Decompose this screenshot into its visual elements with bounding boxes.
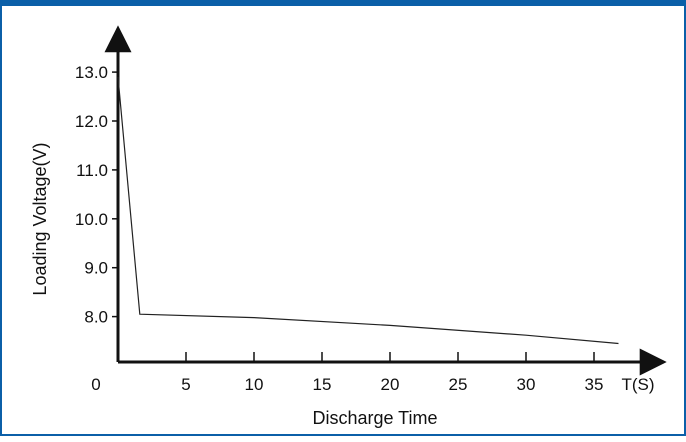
y-tick-label: 11.0 [76,161,108,180]
y-tick-label: 9.0 [84,259,108,278]
y-axis-title: Loading Voltage(V) [30,142,50,295]
x-tick-label: 10 [245,375,264,394]
x-axis-title: Discharge Time [312,408,437,428]
y-tick-label: 10.0 [75,210,108,229]
x-tick-label: 30 [517,375,536,394]
y-tick-label: 12.0 [75,112,108,131]
voltage-discharge-chart: 5 10 15 20 25 30 35 8.0 9.0 10.0 11.0 12.0 13.0 0 T… [30,25,667,428]
x-origin-label: 0 [91,375,100,394]
y-ticks: 8.0 9.0 10.0 11.0 12.0 13.0 [75,63,118,327]
x-unit-label: T(S) [621,375,654,394]
x-ticks: 5 10 15 20 25 30 35 [181,352,603,394]
y-tick-label: 13.0 [75,63,108,82]
x-tick-label: 5 [181,375,190,394]
voltage-series-line [117,76,619,345]
x-tick-label: 35 [585,375,604,394]
y-tick-label: 8.0 [84,308,108,327]
x-tick-label: 15 [313,375,332,394]
x-tick-label: 20 [381,375,400,394]
x-tick-label: 25 [449,375,468,394]
